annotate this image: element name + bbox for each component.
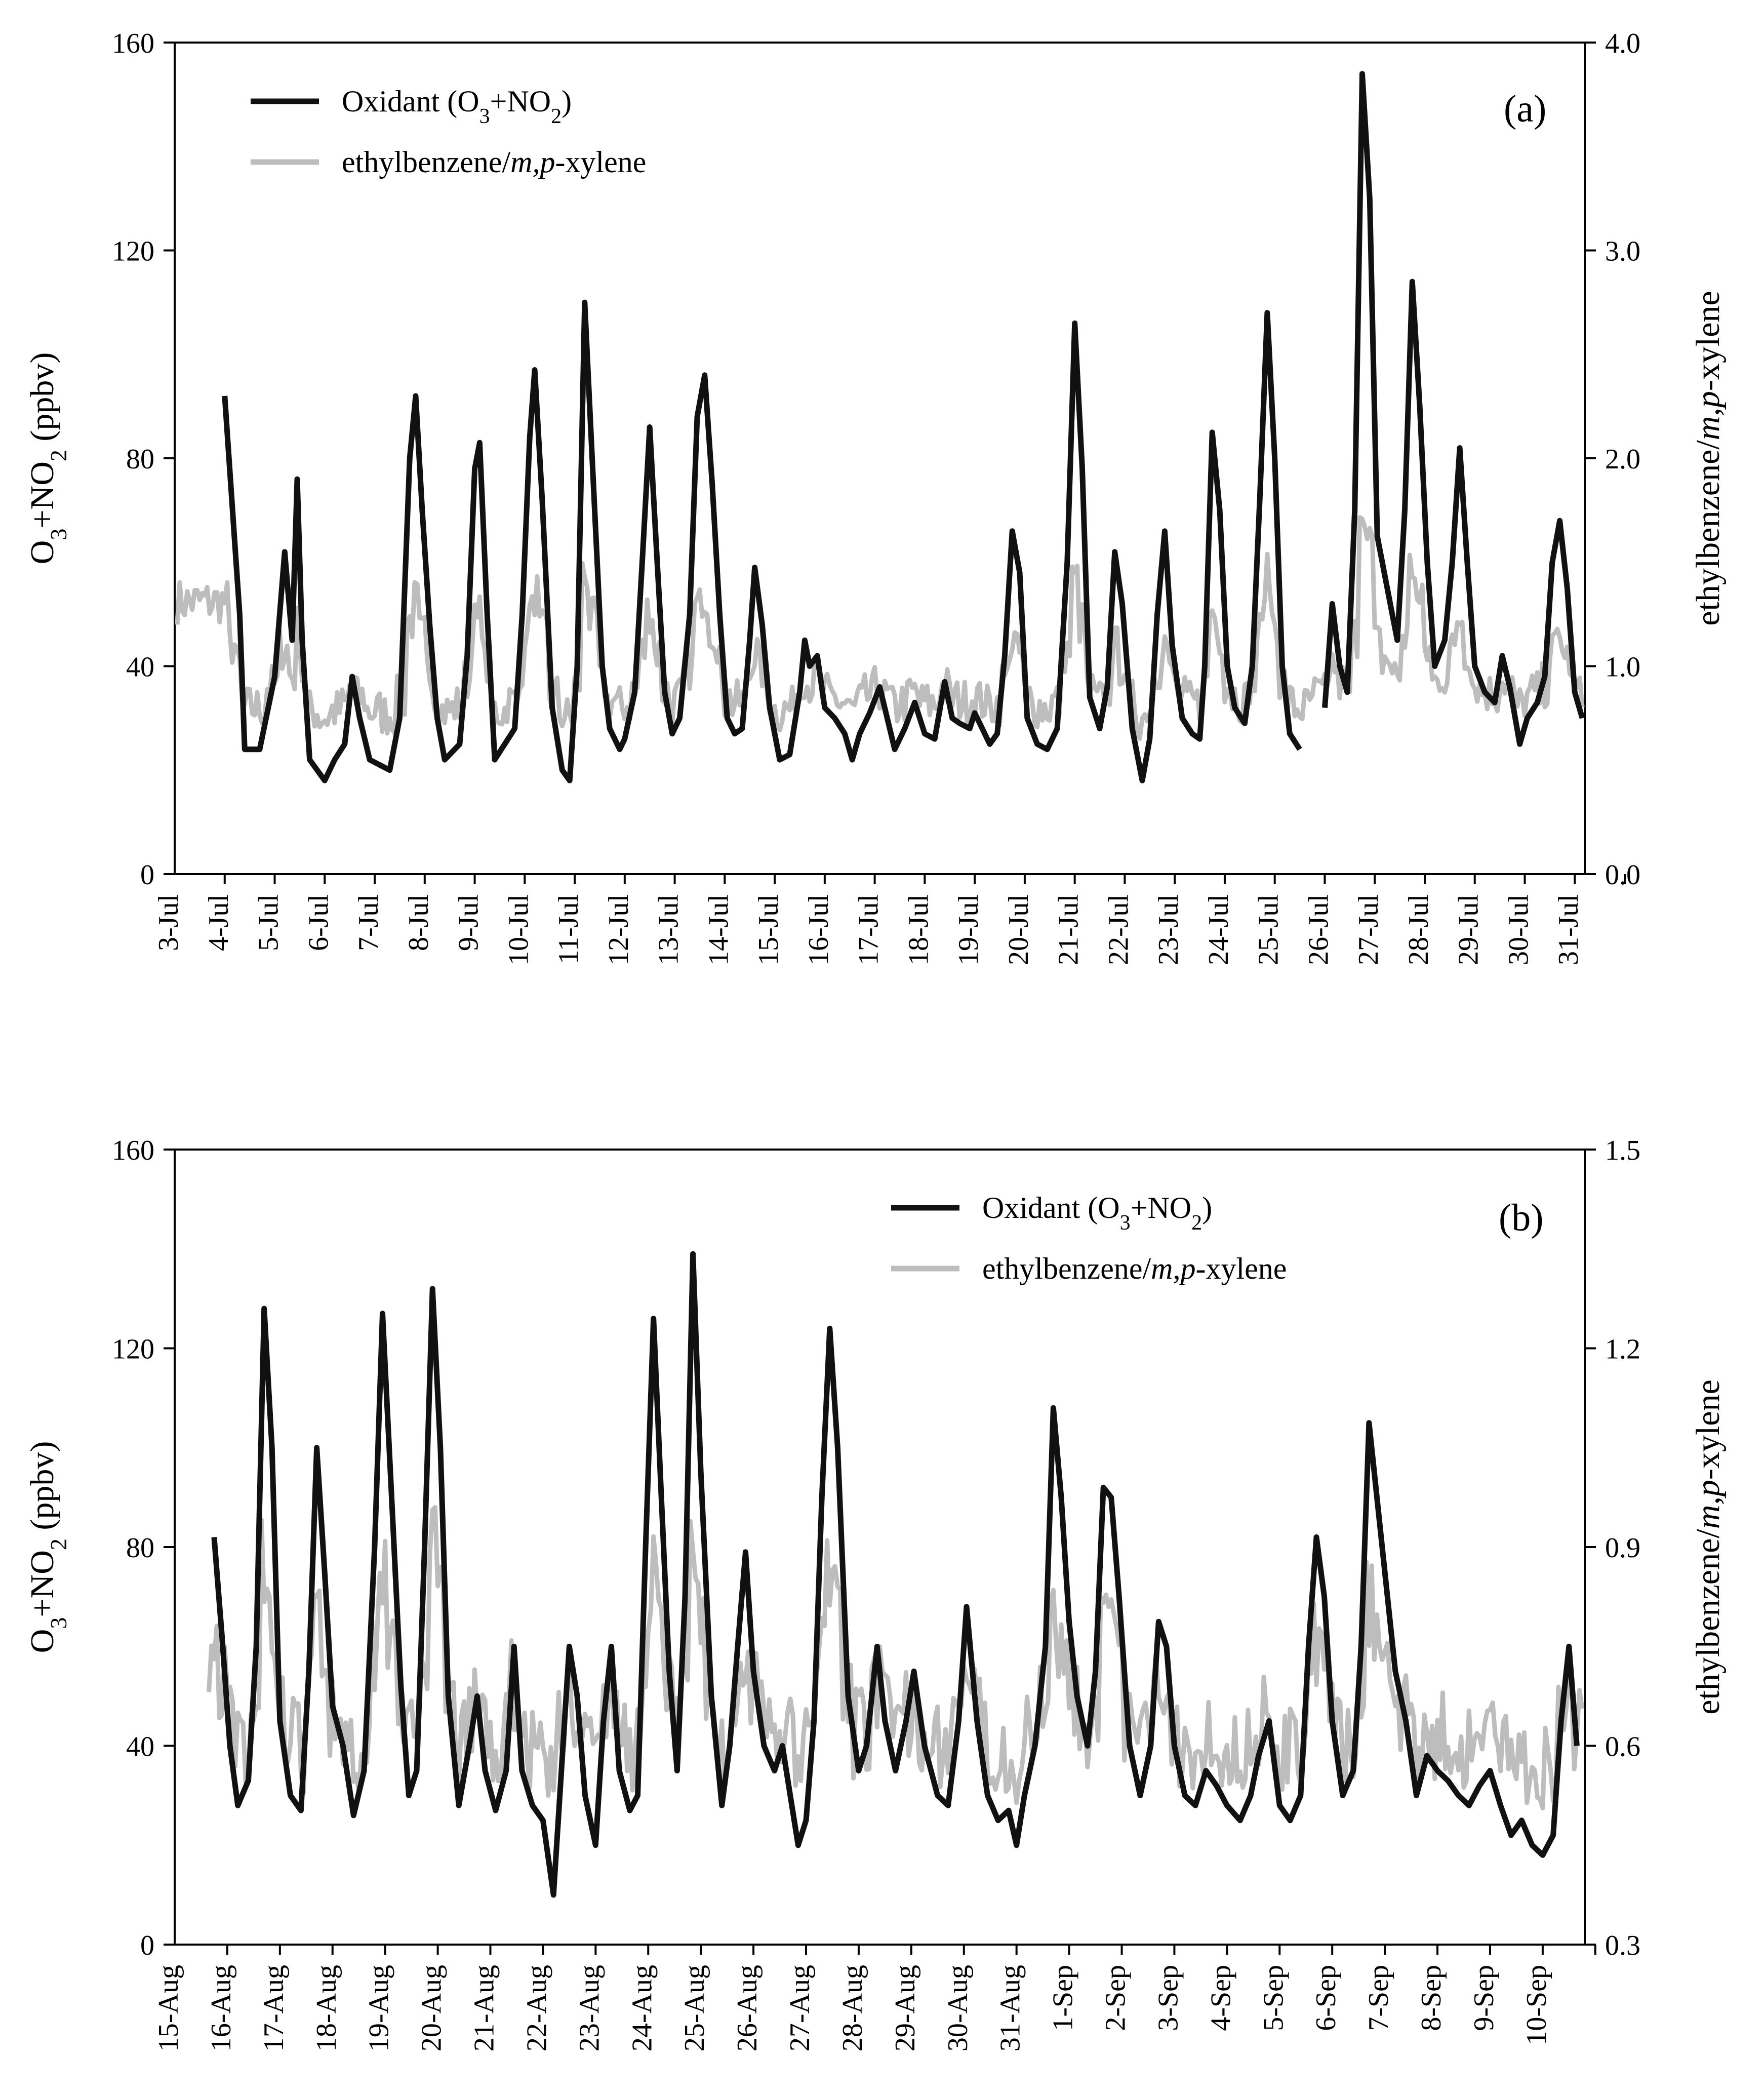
x-tick-label: 20-Aug (416, 1965, 448, 2051)
y-left-axis-title: O3+NO2 (ppbv) (24, 352, 71, 565)
y-left-tick-label: 40 (126, 652, 154, 683)
x-tick-label: 8-Sep (1416, 1965, 1447, 2031)
x-tick-label: 16-Jul (803, 894, 834, 965)
x-tick-label: 13-Jul (653, 894, 685, 965)
x-tick-label: 19-Jul (953, 894, 984, 965)
x-tick-label: 15-Jul (753, 894, 784, 965)
x-tick-label: 6-Jul (303, 894, 334, 951)
x-tick-label: 29-Aug (890, 1965, 921, 2051)
x-tick-label: 17-Jul (853, 894, 885, 965)
series-oxidant-line (211, 1251, 1580, 1898)
x-tick-label: 31-Jul (1553, 894, 1584, 965)
y-right-axis-title: ethylbenzene/m,p-xylene (1690, 291, 1727, 626)
x-tick-label: 23-Jul (1153, 894, 1184, 965)
x-tick-label: 7-Jul (353, 894, 384, 951)
x-tick-label: 27-Jul (1353, 894, 1384, 965)
y-right-tick-label: 3.0 (1605, 236, 1640, 267)
x-tick-label: 10-Sep (1521, 1965, 1552, 2045)
y-left-tick-label: 160 (112, 28, 154, 59)
x-tick-label: 7-Sep (1363, 1965, 1394, 2031)
x-tick-label: 19-Aug (364, 1965, 395, 2051)
x-tick-label: 9-Jul (453, 894, 485, 951)
x-tick-label: 5-Sep (1258, 1965, 1289, 2031)
y-right-tick-label: 2.0 (1605, 444, 1640, 475)
x-tick-label: 16-Aug (206, 1965, 237, 2051)
x-tick-label: 27-Aug (784, 1965, 816, 2051)
y-right-tick-label: 1.2 (1605, 1334, 1640, 1365)
y-left-tick-label: 160 (112, 1135, 154, 1166)
chart-panel-b: 0 40 80 120 160 0.3 0.6 0.9 1.2 1.5 15-Aug 16-Aug 17… (24, 1135, 1727, 2051)
y-right-tick-label: 0.3 (1605, 1930, 1640, 1961)
x-tick-label: 4-Sep (1205, 1965, 1236, 2031)
panel-label: (b) (1499, 1197, 1544, 1239)
x-tick-label: 1-Sep (1048, 1965, 1079, 2031)
y-right-tick-label: 1.0 (1605, 652, 1640, 683)
x-tick-label: 25-Aug (679, 1965, 710, 2051)
series-oxidant-line (222, 299, 1302, 783)
legend-label-ratio: ethylbenzene/m,p-xylene (982, 1252, 1287, 1285)
x-tick-label: 3-Jul (153, 894, 184, 951)
x-tick-label: 24-Jul (1203, 894, 1234, 965)
y-left-tick-label: 0 (140, 1930, 154, 1961)
x-tick-label: 21-Aug (469, 1965, 500, 2051)
x-tick-label: 22-Jul (1103, 894, 1134, 965)
x-tick-label: 30-Jul (1503, 894, 1534, 965)
x-tick-label: 3-Sep (1152, 1965, 1184, 2031)
x-tick-label: 14-Jul (703, 894, 734, 965)
x-tick-label: 11-Jul (553, 894, 584, 964)
y-right-tick-label: 4.0 (1605, 28, 1640, 59)
y-left-tick-label: 80 (126, 1532, 154, 1564)
y-right-tick-label: 0.9 (1605, 1532, 1640, 1564)
x-tick-label: 8-Jul (403, 894, 434, 951)
x-tick-label: 2-Sep (1100, 1965, 1132, 2031)
y-right-tick-label: 1.5 (1605, 1135, 1640, 1166)
x-tick-label: 26-Jul (1303, 894, 1334, 965)
legend: Oxidant (O3+NO2) ethylbenzene/m,p-xylene (891, 1191, 1287, 1285)
x-tick-label: 25-Jul (1253, 894, 1285, 965)
x-tick-label: 30-Aug (942, 1965, 974, 2051)
y-left-axis-title: O3+NO2 (ppbv) (24, 1441, 71, 1653)
x-tick-label: 24-Aug (626, 1965, 658, 2051)
x-tick-label: 18-Jul (903, 894, 934, 965)
x-tick-label: 29-Jul (1453, 894, 1485, 965)
x-tick-label: 28-Jul (1403, 894, 1434, 965)
x-tick-label: 6-Sep (1310, 1965, 1342, 2031)
x-tick-label: 22-Aug (521, 1965, 552, 2051)
x-tick-label: 21-Jul (1053, 894, 1085, 965)
y-right-tick-label: 0.0 (1605, 859, 1640, 891)
x-tick-label: 12-Jul (603, 894, 634, 965)
y-left-tick-label: 80 (126, 444, 154, 475)
x-tick-label: 28-Aug (837, 1965, 868, 2051)
x-tick-label: 17-Aug (258, 1965, 290, 2051)
x-tick-label: 26-Aug (732, 1965, 763, 2051)
legend: Oxidant (O3+NO2) ethylbenzene/m,p-xylene (251, 85, 646, 179)
y-left-tick-label: 40 (126, 1731, 154, 1763)
x-tick-label: 15-Aug (153, 1965, 184, 2051)
chart-panel-a: 0 40 80 120 160 0.0 1.0 2.0 3.0 4.0 3-Jul 4-Jul 5-Ju… (24, 28, 1727, 965)
x-tick-label: 5-Jul (253, 894, 285, 951)
series-ratio-line (175, 515, 1585, 741)
legend-label-oxidant: Oxidant (O3+NO2) (982, 1191, 1212, 1235)
legend-label-ratio: ethylbenzene/m,p-xylene (342, 145, 646, 179)
y-right-tick-label: 0.6 (1605, 1731, 1640, 1763)
x-tick-label: 4-Jul (203, 894, 234, 951)
series-oxidant-line (1322, 71, 1585, 747)
legend-label-oxidant: Oxidant (O3+NO2) (342, 85, 572, 128)
y-left-tick-label: 0 (140, 859, 154, 891)
y-left-tick-label: 120 (112, 1334, 154, 1365)
y-left-tick-label: 120 (112, 236, 154, 267)
y-right-axis-title: ethylbenzene/m,p-xylene (1690, 1379, 1727, 1715)
x-tick-label: 18-Aug (311, 1965, 342, 2051)
panel-label: (a) (1504, 88, 1546, 130)
x-tick-label: 20-Jul (1003, 894, 1034, 965)
x-tick-label: 23-Aug (574, 1965, 605, 2051)
x-tick-label: 9-Sep (1468, 1965, 1500, 2031)
x-tick-label: 31-Aug (995, 1965, 1026, 2051)
x-tick-label: 10-Jul (503, 894, 534, 965)
